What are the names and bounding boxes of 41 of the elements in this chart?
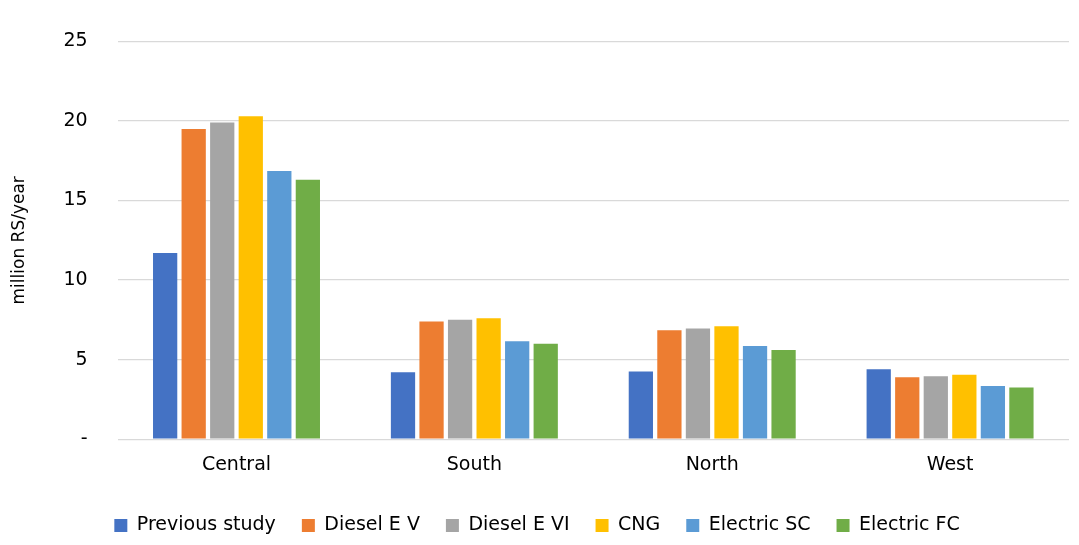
y-tick-label: - [80, 426, 88, 449]
bar [476, 318, 501, 439]
legend-label: Electric SC [708, 512, 811, 535]
bar [447, 319, 473, 439]
legend-label: Diesel E V [324, 512, 420, 535]
bar [1009, 387, 1034, 439]
legend-label: Electric FC [859, 512, 960, 535]
bar [742, 346, 768, 439]
y-tick-label: 10 [63, 267, 88, 290]
y-tick-label: 5 [75, 346, 88, 369]
bar [714, 326, 739, 439]
bar [980, 385, 1006, 439]
bar [628, 371, 653, 439]
bar [505, 341, 530, 439]
bar [685, 328, 711, 439]
x-tick-label: South [446, 451, 502, 474]
bar [895, 377, 920, 439]
bar [210, 122, 235, 439]
bar [295, 179, 320, 439]
bar [181, 128, 206, 439]
x-tick-label: Central [201, 451, 272, 474]
x-tick-label: North [685, 451, 739, 474]
y-tick-label: 15 [63, 187, 88, 210]
bar [866, 369, 891, 439]
legend-label: CNG [618, 512, 661, 535]
y-tick-label: 25 [63, 28, 88, 51]
y-tick-label: 20 [63, 107, 88, 130]
bar [419, 321, 444, 439]
bar [952, 374, 977, 439]
legend-label: Previous study [136, 512, 276, 535]
y-axis-title: million RS/year [7, 176, 28, 305]
bar [923, 376, 948, 439]
bar [238, 116, 263, 439]
bar [153, 253, 178, 439]
bar [533, 343, 558, 439]
bar [390, 372, 416, 439]
legend-label: Diesel E VI [468, 512, 570, 535]
x-tick-label: West [926, 451, 974, 474]
bar [267, 171, 292, 439]
bar [657, 330, 682, 439]
bar [771, 350, 796, 439]
